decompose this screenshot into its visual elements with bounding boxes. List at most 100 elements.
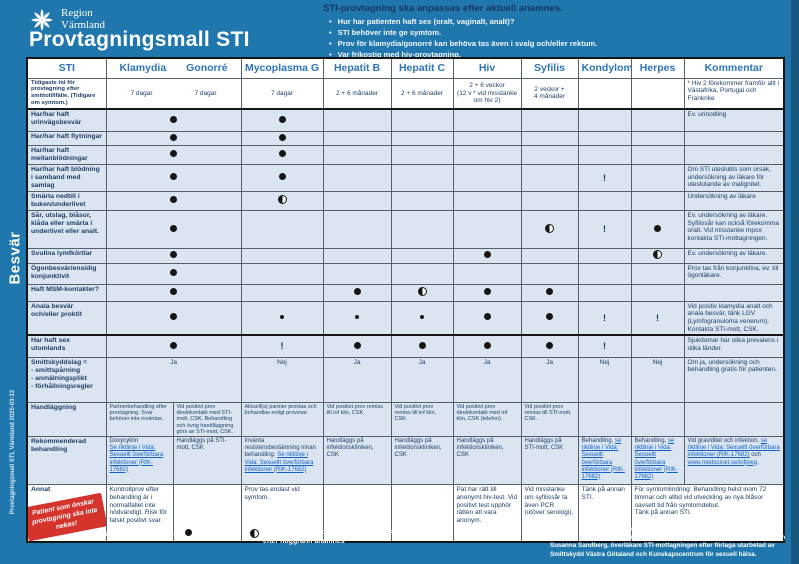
row-label-blodning-samlag: Har/har haft blödning i samband med saml… [26,163,107,192]
smittskyddslag-herpes-cell: Nej [630,356,685,403]
anala-besvar-syfilis-cell [520,300,579,337]
smittskyddslag-mycoplasma-cell: Nej [240,356,324,403]
legend-lag-text: = Låg (inte 0) [390,529,434,536]
sar-utslag-klamydia-cell [105,209,242,249]
guideline-link[interactable]: se riktlinje i Vida: Sexuellt överförbar… [687,438,780,459]
row-label-anala-besvar: Anala besvär och/eller proktit [26,300,107,337]
rekommenderad-behandling-hiv-cell: Handläggs på infektionskliniken, CSK [452,436,522,486]
priority-hog-dot [483,313,491,321]
intro-bullet-1: • Hur har patienten haft sex (oralt, vagi… [329,16,795,27]
sex-utomlands-kondylom-cell: ! [577,334,632,358]
ogonbesvar-kondylom-cell [577,262,632,285]
region-varmland-logo: Region Värmland [29,7,105,33]
sar-utslag-hepatit-b-cell [322,209,392,249]
ogonbesvar-klamydia-cell [105,262,242,285]
tidigaste-tid-kommentar-cell: * Hiv 2 förekommer framför allt i Västaf… [683,77,785,111]
bullet-icon: • [329,17,332,26]
sex-utomlands-herpes-cell [630,334,685,358]
row-msm-kontakter: Haft MSM-kontakter? [26,283,785,302]
priority-hog-dot [654,224,662,232]
legend-item-medel: = Medel, överväg provtagning efter noggr… [250,527,362,546]
annat-herpes-cell: För symtomlindring: Behandling helst ino… [630,484,785,543]
tidigaste-tid-hiv-cell: 2 + 6 veckor (12 v * vid misstanke om hi… [452,77,522,111]
flytningar-syfilis-cell [520,130,579,146]
handlaggning-klamydia-cell: Partnerbehandling efter provtagning. Sva… [105,401,174,438]
col-header-kondylom: Kondylom [577,57,632,79]
row-ogonbesvar: Ögonbesvär/ensidig konjunktivit Prov tas … [26,262,785,285]
annat-hepatit-b-cell [322,484,392,543]
credits: Utarbetat av Andreas Harling, bitr. smit… [550,526,786,558]
row-label-handlaggning: Handläggning [26,401,107,438]
col-header-herpes: Herpes [630,57,685,79]
urinvagsbesvar-herpes-cell [630,108,685,132]
priority-lag-dot [420,315,425,320]
msm-kontakter-kommentar-cell [683,283,785,302]
flytningar-hepatit-b-cell [322,130,392,146]
urinvagsbesvar-syfilis-cell [520,108,579,132]
tank-pa-icon: ! [455,527,458,537]
ogonbesvar-hepatit-b-cell [322,262,392,285]
priority-hog-dot [278,150,286,158]
rekommenderad-behandling-kommentar-cell: Vid graviditet och infektion, se riktlin… [683,436,785,486]
row-label-svullna-lymfkortlar: Svullna lymfkörtlar [26,247,107,264]
priority-lag-dot [280,315,285,320]
blodning-samlag-syfilis-cell [520,163,579,192]
handlaggning-gonorre-cell: Vid positivt prov direktkontakt med STI-… [172,401,242,438]
priority-hog-dot [278,133,286,141]
logo-varmland: Värmland [61,19,105,31]
priority-hog-dot [278,173,286,181]
guideline-link[interactable]: Se riktlinje i Vida: Sexuellt överförbar… [109,445,164,473]
cell-text: Behandling, [581,438,615,445]
msm-kontakter-mycoplasma-cell [240,283,324,302]
smarta-nedtill-herpes-cell [630,190,685,211]
rekommenderad-behandling-herpes-cell: Behandling, se riktlinje i Vida: Sexuell… [630,436,685,486]
cell-text: . [757,459,759,466]
sar-utslag-syfilis-cell [520,209,579,249]
legend-title: Angelägenhetsgrad för provtagning [85,529,213,538]
priority-hog-dot [353,341,361,349]
tank-pa-mark: ! [280,341,284,352]
priority-hog-dot [483,341,491,349]
annat-hepatit-c-cell [390,484,454,543]
smarta-nedtill-hepatit-c-cell [390,190,454,211]
smarta-nedtill-hepatit-b-cell [322,190,392,211]
priority-hog-dot [170,133,177,141]
sex-utomlands-klamydia-cell [105,334,242,358]
ogonbesvar-kommentar-cell: Prov tas från konjunktiva, ev. till ögon… [683,262,785,285]
smarta-nedtill-klamydia-cell [105,190,242,211]
guideline-link[interactable]: www.medscinet.se/infpreg [687,459,758,466]
row-urinvagsbesvar: Har/har haft urinvägsbesvär Ev. urinodlin… [26,108,785,132]
priority-hog-dot [170,313,177,321]
rekommenderad-behandling-kondylom-cell: Behandling, se riktlinje i Vida: Sexuell… [577,436,632,486]
rekommenderad-behandling-gonorre-cell: Handläggs på STI-mott, CSK [172,436,242,486]
intro-bullet-text: STI behöver inte ge symtom. [337,28,442,37]
priority-hog-dot [170,268,177,276]
sar-utslag-kommentar-cell: Ev. undersökning av läkare. Syfilissår k… [683,209,785,249]
urinvagsbesvar-klamydia-cell [105,108,242,132]
guideline-link[interactable]: se riktlinje i Vida: Sexuellt överförbar… [581,438,625,480]
priority-hog-dot [170,196,177,204]
tank-pa-mark: ! [603,312,607,323]
guideline-link[interactable]: se riktlinje i Vida: Sexuellt överförbar… [634,438,678,480]
bullet-icon: • [329,28,332,37]
svullna-lymfkortlar-herpes-cell [630,247,685,264]
guideline-link[interactable]: Se riktlinje i Vida: Sexuellt överförbar… [244,452,314,473]
bullet-icon: • [329,39,332,48]
priority-hog-dot [170,341,177,349]
cell-text: Behandling, [634,438,668,445]
priority-hog-dot [278,115,286,123]
legend-item-tank-pa: ! = Tänk på [455,527,494,537]
mellanblodningar-klamydia-cell [105,144,242,165]
row-label-mellanblodningar: Har/har haft mellanblödningar [26,144,107,165]
row-label-smittskyddslag: Smittskyddslag = - smittspårning - anmäl… [26,356,107,403]
tidigaste-tid-syfilis-cell: 2 veckor + 4 månader [520,77,579,111]
sex-utomlands-kommentar-cell: Sjukdomar har olika prevalens i olika lä… [683,334,785,358]
mellanblodningar-kondylom-cell [577,144,632,165]
row-label-msm-kontakter: Haft MSM-kontakter? [26,283,107,302]
anala-besvar-klamydia-cell [105,300,242,337]
svullna-lymfkortlar-kommentar-cell: Ev. undersökning av läkare. [683,247,785,264]
row-svullna-lymfkortlar: Svullna lymfkörtlar Ev. undersökning av l… [26,247,785,264]
row-label-sar-utslag: Sår, utslag, blåsor, klåda eller smärta … [26,209,107,249]
smittskyddslag-hepatit-c-cell: Ja [390,356,454,403]
timing-value: 7 dagar [130,89,153,97]
